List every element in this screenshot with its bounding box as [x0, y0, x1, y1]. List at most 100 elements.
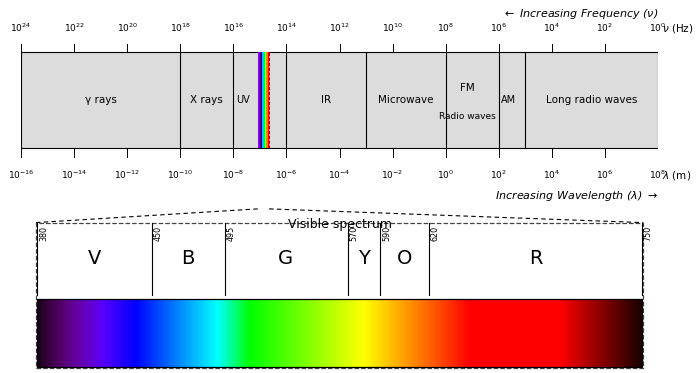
Bar [335, 300, 337, 367]
Bar [505, 300, 507, 367]
Bar [592, 300, 594, 367]
Bar [554, 300, 556, 367]
Text: $10^{8}$: $10^{8}$ [438, 22, 454, 34]
Bar [383, 300, 385, 367]
Bar [239, 300, 241, 367]
Bar [87, 300, 89, 367]
Bar [255, 300, 257, 367]
Text: $10^{-2}$: $10^{-2}$ [382, 169, 404, 181]
Bar [315, 300, 317, 367]
Bar [169, 300, 171, 367]
Bar [37, 300, 39, 367]
Bar [237, 300, 239, 367]
Bar [156, 300, 158, 367]
Bar [517, 300, 519, 367]
Bar [356, 300, 358, 367]
Bar [526, 300, 527, 367]
Bar [358, 300, 359, 367]
Bar [430, 300, 432, 367]
Bar [512, 300, 514, 367]
Bar [238, 300, 239, 367]
Bar [306, 300, 307, 367]
Bar [165, 300, 167, 367]
Bar [183, 300, 184, 367]
Bar [546, 300, 548, 367]
Bar [482, 300, 484, 367]
Bar [279, 300, 281, 367]
Bar [431, 300, 433, 367]
Bar [426, 300, 427, 367]
Bar [609, 300, 610, 367]
Bar [245, 300, 247, 367]
Bar [218, 300, 220, 367]
Bar [638, 300, 640, 367]
Bar [175, 300, 177, 367]
Text: IR: IR [321, 95, 331, 105]
Bar [311, 300, 312, 367]
Bar [341, 300, 342, 367]
Bar [290, 300, 292, 367]
Text: $10^{-8}$: $10^{-8}$ [222, 169, 244, 181]
Bar [253, 300, 256, 367]
Bar [344, 300, 346, 367]
Bar [408, 300, 410, 367]
Bar [38, 300, 40, 367]
Bar [360, 300, 362, 367]
Bar [488, 300, 490, 367]
Bar [494, 300, 496, 367]
Bar [185, 300, 186, 367]
Bar [196, 300, 197, 367]
Bar [195, 300, 196, 367]
Bar [363, 300, 364, 367]
Bar [92, 300, 93, 367]
Bar [113, 300, 116, 367]
Bar [248, 300, 249, 367]
Text: Visible spectrum: Visible spectrum [288, 218, 391, 231]
Bar [60, 300, 62, 367]
Bar [105, 300, 106, 367]
Text: $10^{12}$: $10^{12}$ [329, 22, 350, 34]
Bar [213, 300, 214, 367]
Bar [466, 300, 467, 367]
Bar [456, 300, 457, 367]
Bar [202, 300, 204, 367]
Bar [355, 300, 357, 367]
Bar [258, 52, 259, 148]
Bar [447, 300, 449, 367]
Bar [145, 300, 146, 367]
Bar [510, 300, 512, 367]
Bar [76, 300, 78, 367]
Bar [466, 300, 468, 367]
Text: $10^{-14}$: $10^{-14}$ [61, 169, 88, 181]
Bar [444, 300, 447, 367]
Bar [534, 300, 536, 367]
Bar [80, 300, 81, 367]
Bar [46, 300, 48, 367]
Bar [150, 300, 151, 367]
Text: $10^{0}$: $10^{0}$ [650, 22, 666, 34]
Bar [263, 52, 265, 148]
Bar [293, 300, 295, 367]
Bar [393, 300, 394, 367]
Text: $10^{2}$: $10^{2}$ [596, 22, 613, 34]
Bar [172, 300, 173, 367]
Bar [103, 300, 104, 367]
Bar [562, 300, 564, 367]
Bar [547, 300, 549, 367]
Bar [160, 300, 161, 367]
Text: Y: Y [358, 249, 370, 268]
Bar [418, 300, 420, 367]
Bar [349, 300, 351, 367]
Bar [506, 300, 508, 367]
Bar [227, 300, 229, 367]
Bar [568, 300, 570, 367]
Bar [108, 300, 111, 367]
Bar [298, 300, 299, 367]
Bar [276, 300, 279, 367]
Bar [602, 300, 603, 367]
Bar [300, 300, 301, 367]
Bar [85, 300, 88, 367]
Bar [293, 300, 294, 367]
Bar [47, 300, 49, 367]
Bar [342, 300, 344, 367]
